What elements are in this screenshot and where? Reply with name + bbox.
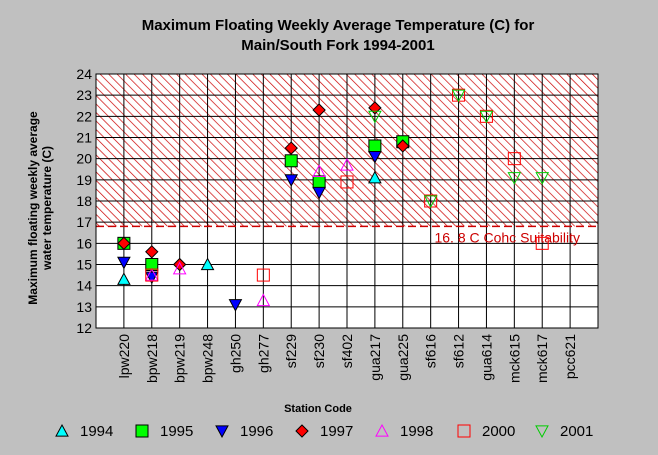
threshold-label: 16. 8 C Cohc Suitability	[434, 229, 580, 245]
x-tick-label: mck615	[506, 334, 522, 383]
point-2000-gh277	[256, 268, 270, 282]
x-tick-label: pcc621	[562, 334, 578, 379]
legend-label-2001: 2001	[560, 423, 593, 440]
point-1997-sf229	[284, 141, 298, 155]
point-1998-bpw218	[144, 268, 159, 281]
point-1996-lpw220	[117, 256, 131, 270]
x-tick-label: sf612	[451, 334, 467, 368]
point-2001-gua614	[479, 110, 494, 124]
point-2000-mck617	[535, 236, 549, 250]
x-axis-label: Station Code	[284, 403, 352, 415]
grid	[95, 73, 598, 329]
legend-label-1997: 1997	[320, 423, 353, 440]
x-tick-label: gua217	[367, 334, 383, 381]
point-2000-mck615	[507, 152, 521, 166]
y-tick-label: 16	[76, 235, 92, 251]
y-tick-label: 20	[76, 151, 92, 167]
x-ticks: lpw220 bpw218 bpw219 bpw248 gh250 gh277 sf229 s…	[116, 334, 578, 383]
point-2001-mck617	[535, 172, 550, 185]
point-1998-sf402	[340, 157, 354, 171]
chart-title-line-1: Maximum Floating Weekly Average Temperat…	[142, 17, 535, 34]
point-1998-gh277	[256, 293, 271, 307]
y-tick-label: 15	[76, 257, 92, 273]
x-tick-label: bpw219	[172, 334, 188, 383]
point-1995-sf229	[284, 154, 298, 168]
point-1996-sf229	[284, 174, 299, 187]
y-tick-label: 24	[76, 66, 92, 82]
legend-label-1996: 1996	[240, 423, 273, 440]
x-tick-label: sf616	[423, 334, 439, 368]
chart-title-line-2: Main/South Fork 1994-2001	[241, 37, 434, 54]
point-1995-sf230	[312, 175, 326, 189]
point-1997-lpw220	[117, 236, 131, 251]
point-1997-bpw218	[145, 245, 159, 259]
x-tick-label: gua614	[478, 334, 494, 381]
legend-marker-1997	[295, 424, 309, 438]
y-tick-label: 19	[76, 172, 92, 188]
y-tick-label: 12	[76, 320, 92, 336]
point-2000-sf402	[340, 175, 354, 189]
point-1996-gh250	[228, 299, 243, 312]
point-2001-sf616	[423, 195, 438, 209]
y-axis-label-line-2: water temperature (C)	[40, 146, 54, 271]
y-axis-label-line-1: Maximum floating weekly average	[26, 111, 40, 305]
y-tick-label: 17	[76, 214, 92, 230]
x-tick-label: sf230	[311, 334, 327, 368]
y-tick-label: 18	[76, 193, 92, 209]
legend-label-1995: 1995	[160, 423, 193, 440]
point-1994-lpw220	[117, 272, 131, 285]
point-1997-sf230	[312, 103, 326, 117]
legend-marker-1996	[215, 425, 229, 439]
x-tick-label: gua225	[395, 334, 411, 381]
legend-marker-1995	[135, 424, 149, 438]
x-tick-label: gh250	[227, 334, 243, 373]
y-ticks: 12 13 14 15 16 17 18 19 20 21 22 23 24	[76, 66, 92, 336]
y-tick-label: 14	[76, 278, 92, 294]
point-1996-sf230	[312, 186, 326, 200]
x-tick-label: lpw220	[116, 334, 132, 379]
x-tick-label: bpw248	[200, 334, 216, 383]
plot-border	[95, 73, 599, 329]
x-tick-label: bpw218	[144, 334, 160, 383]
y-tick-label: 22	[76, 108, 92, 124]
point-2000-bpw218	[145, 268, 159, 282]
y-tick-label: 23	[76, 87, 92, 103]
legend-label-2000: 2000	[482, 423, 515, 440]
point-1996-gua217	[368, 150, 382, 164]
point-2001-sf612	[451, 89, 466, 103]
x-tick-label: sf402	[339, 334, 355, 368]
point-2001-mck615	[507, 172, 522, 185]
point-1998-bpw219	[172, 261, 187, 275]
legend-marker-2000	[457, 424, 471, 438]
point-1994-bpw248	[200, 257, 215, 271]
legend-marker-1998	[375, 423, 389, 437]
point-1997-gua225	[396, 139, 410, 153]
legend-label-1994: 1994	[80, 423, 113, 440]
legend-marker-2001	[535, 425, 549, 439]
y-tick-label: 21	[76, 130, 92, 146]
legend: 1994 1995 1996 1997 1998 2000 2001	[55, 423, 593, 440]
y-tick-label: 13	[76, 299, 92, 315]
point-2001-gua217	[368, 110, 382, 124]
point-1995-gua217	[368, 139, 382, 153]
legend-label-1998: 1998	[400, 423, 433, 440]
point-1998-sf230	[312, 164, 326, 177]
x-tick-label: mck617	[534, 334, 550, 383]
x-tick-label: sf229	[283, 334, 299, 368]
x-tick-label: gh277	[255, 334, 271, 373]
point-1994-gua217	[368, 170, 382, 184]
data-points	[117, 88, 550, 312]
legend-marker-1994	[55, 423, 69, 437]
